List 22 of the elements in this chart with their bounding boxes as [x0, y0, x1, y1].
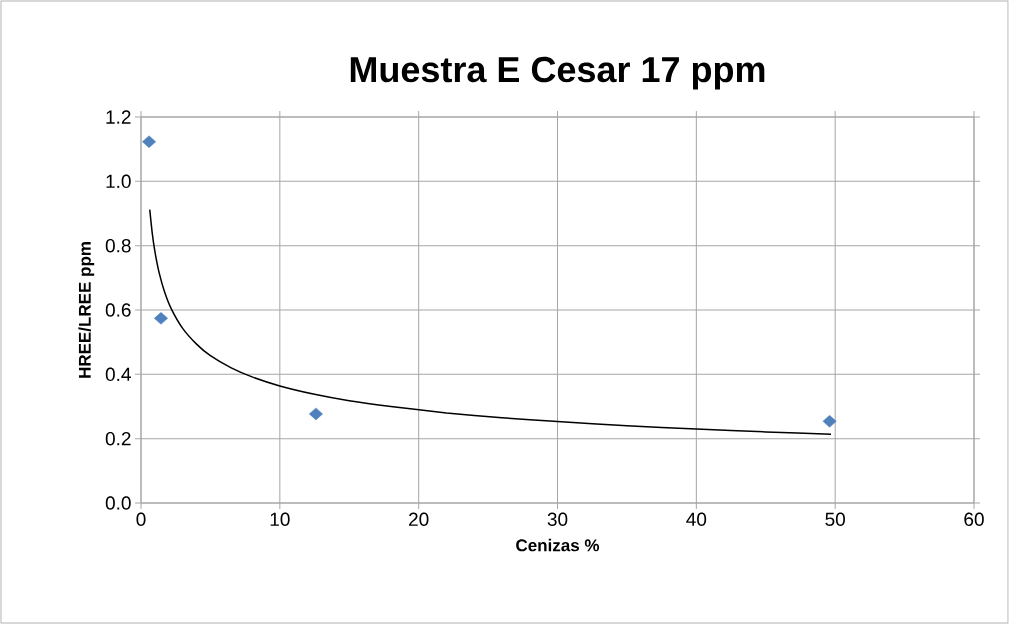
x-tick-label: 10: [270, 512, 290, 526]
line-series: [149, 208, 832, 435]
x-tick-label: 50: [825, 512, 845, 526]
x-axis-title: Cenizas %: [516, 538, 600, 552]
y-tick-label: 0.8: [105, 238, 131, 253]
point: [308, 407, 323, 421]
point: [154, 312, 168, 325]
point: [822, 415, 837, 428]
y-tick-label: 0.4: [105, 367, 131, 382]
chart-title: Muestra E Cesar 17 ppm: [350, 56, 765, 90]
x-tick-label: 0: [136, 512, 146, 526]
y-tick-label: 0.0: [105, 496, 131, 510]
x-tick-label: 30: [547, 512, 568, 526]
y-tick-label: 0.2: [105, 431, 131, 446]
y-tick-label: 1.0: [106, 174, 131, 189]
point: [142, 135, 157, 148]
x-tick-label: 60: [964, 512, 984, 526]
y-tick-label: 1.2: [106, 110, 131, 124]
y-axis-title: HREE/LREE ppm: [78, 242, 95, 378]
x-tick-label: 20: [409, 512, 429, 526]
x-tick-label: 40: [686, 512, 707, 526]
y-tick-label: 0.6: [105, 303, 131, 317]
